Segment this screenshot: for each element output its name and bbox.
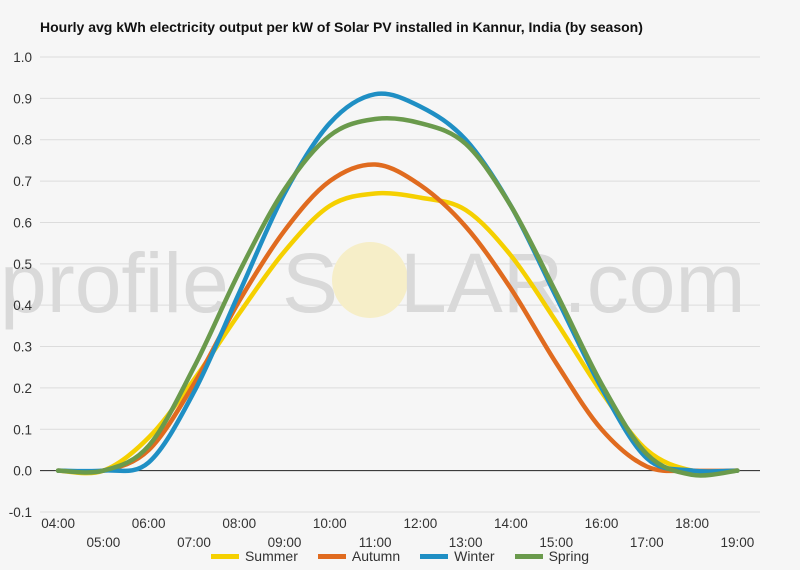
watermark: profile S LAR.com (0, 236, 745, 330)
y-tick-label: 0.2 (13, 381, 32, 396)
series-lines (55, 91, 740, 478)
gridlines (40, 56, 760, 513)
legend-swatch (210, 553, 239, 559)
series-line-spring (55, 115, 740, 478)
x-axis: 04:00 06:00 08:00 10:00 12:00 14:00 16:00 18:00… (41, 516, 754, 550)
series-line-autumn (55, 162, 740, 475)
x-tick-label: 05:00 (86, 535, 120, 550)
x-tick-label: 12:00 (403, 516, 437, 531)
y-tick-label: -0.1 (9, 505, 32, 520)
watermark-text-left: profile (0, 236, 229, 330)
y-tick-label: 0.5 (13, 257, 32, 272)
legend-item-summer[interactable]: Summer (210, 548, 298, 564)
y-tick-label: 0.4 (13, 298, 32, 313)
x-tick-label: 19:00 (720, 535, 754, 550)
y-tick-label: 0.8 (13, 133, 32, 148)
y-tick-label: 0.0 (13, 464, 32, 479)
legend-item-spring[interactable]: Spring (514, 548, 590, 564)
legend-label: Summer (244, 548, 298, 564)
legend-label: Autumn (351, 548, 401, 564)
watermark-text-middle: S (282, 236, 338, 330)
x-tick-label: 10:00 (313, 516, 347, 531)
x-tick-label: 17:00 (630, 535, 664, 550)
chart-title: Hourly avg kWh electricity output per kW… (40, 19, 643, 35)
x-tick-label: 07:00 (177, 535, 211, 550)
legend: Summer Autumn Winter Spring (0, 548, 800, 564)
x-tick-label: 15:00 (539, 535, 573, 550)
y-tick-label: 1.0 (13, 50, 32, 65)
y-axis: -0.1 0.0 0.1 0.2 0.3 0.4 0.5 0.6 0.7 0.8 0.9 1.0 (9, 50, 33, 520)
x-tick-label: 14:00 (494, 516, 528, 531)
legend-item-autumn[interactable]: Autumn (317, 548, 401, 564)
legend-swatch (514, 553, 543, 559)
x-tick-label: 04:00 (41, 516, 75, 531)
x-tick-label: 11:00 (359, 535, 392, 550)
watermark-sun-icon (332, 242, 408, 318)
legend-swatch (317, 553, 346, 559)
legend-label: Winter (454, 548, 495, 564)
y-tick-label: 0.3 (13, 340, 32, 355)
watermark-text-right: LAR.com (400, 236, 745, 330)
x-tick-label: 09:00 (268, 535, 302, 550)
x-tick-label: 06:00 (132, 516, 166, 531)
x-tick-label: 16:00 (585, 516, 619, 531)
y-tick-label: 0.9 (13, 91, 32, 106)
legend-swatch (420, 553, 449, 559)
y-tick-label: 0.7 (13, 174, 32, 189)
x-tick-label: 08:00 (222, 516, 256, 531)
legend-label: Spring (548, 548, 590, 564)
legend-item-winter[interactable]: Winter (420, 548, 495, 564)
x-tick-label: 18:00 (675, 516, 709, 531)
y-tick-label: 0.6 (13, 215, 32, 230)
x-tick-label: 13:00 (449, 535, 483, 550)
y-tick-label: 0.1 (13, 422, 32, 437)
